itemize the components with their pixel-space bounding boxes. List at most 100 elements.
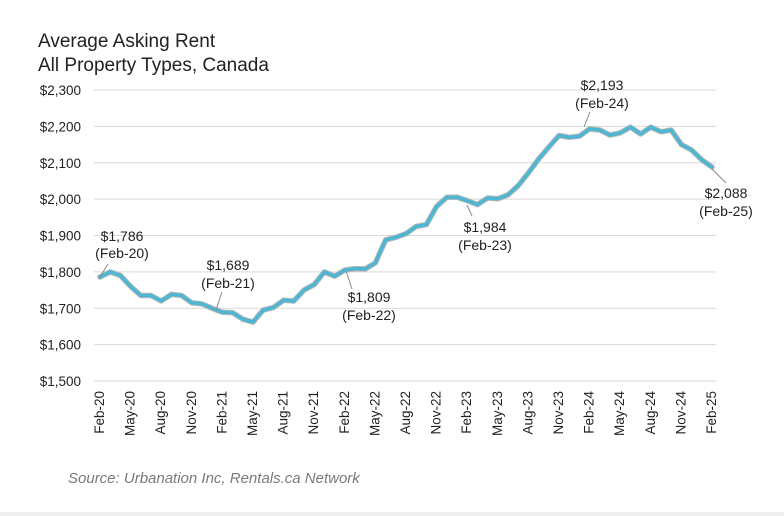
data-point bbox=[558, 134, 560, 137]
data-point bbox=[466, 199, 468, 202]
data-point bbox=[415, 225, 417, 228]
data-point bbox=[425, 223, 427, 226]
data-point bbox=[517, 185, 519, 187]
data-point bbox=[221, 311, 223, 313]
x-tick-label: Aug-22 bbox=[398, 391, 413, 435]
data-point bbox=[487, 197, 489, 199]
data-point bbox=[680, 143, 683, 146]
data-point bbox=[313, 284, 315, 286]
data-point bbox=[711, 166, 713, 168]
x-tick-label: Nov-23 bbox=[551, 391, 566, 435]
annotation-date: (Feb-25) bbox=[699, 203, 753, 219]
data-point bbox=[344, 269, 346, 271]
y-tick-label: $2,000 bbox=[40, 192, 81, 207]
data-point bbox=[374, 262, 376, 264]
data-point bbox=[160, 300, 162, 302]
data-point bbox=[436, 205, 438, 207]
x-tick-label: Aug-23 bbox=[520, 391, 535, 435]
x-tick-label: May-22 bbox=[367, 391, 382, 436]
data-point bbox=[446, 196, 448, 198]
y-tick-label: $1,600 bbox=[40, 338, 81, 353]
annotation-value: $2,088 bbox=[705, 185, 748, 201]
data-point bbox=[609, 134, 611, 136]
series-line-outline bbox=[97, 124, 715, 325]
annotation-date: (Feb-23) bbox=[458, 237, 512, 253]
data-point bbox=[191, 302, 193, 304]
data-point bbox=[170, 293, 172, 296]
y-tick-label: $1,700 bbox=[40, 301, 81, 316]
data-point bbox=[476, 203, 478, 206]
x-tick-label: Aug-24 bbox=[643, 391, 658, 435]
data-point bbox=[701, 159, 703, 161]
data-point bbox=[507, 194, 509, 196]
annotation-leader-line bbox=[215, 291, 223, 311]
data-point bbox=[211, 307, 213, 309]
data-point bbox=[140, 294, 142, 297]
x-tick-label: Nov-22 bbox=[429, 391, 444, 435]
y-tick-label: $2,100 bbox=[40, 156, 81, 171]
annotation-date: (Feb-21) bbox=[201, 275, 255, 291]
data-point bbox=[232, 312, 234, 314]
bottom-divider bbox=[0, 512, 784, 516]
x-tick-label: Nov-24 bbox=[673, 391, 688, 435]
data-point bbox=[538, 158, 540, 160]
annotation-value: $1,689 bbox=[207, 257, 250, 273]
y-tick-label: $2,200 bbox=[40, 119, 81, 134]
annotation-date: (Feb-20) bbox=[95, 245, 149, 261]
annotation-value: $1,786 bbox=[101, 228, 144, 244]
y-tick-label: $1,500 bbox=[40, 374, 81, 389]
data-point bbox=[385, 239, 387, 241]
data-point bbox=[497, 198, 499, 200]
x-tick-label: Feb-22 bbox=[337, 391, 352, 434]
annotation-leader-line bbox=[466, 204, 473, 217]
data-point bbox=[364, 268, 366, 270]
data-point bbox=[670, 129, 672, 131]
data-point bbox=[660, 131, 662, 133]
data-point bbox=[640, 133, 642, 135]
data-point bbox=[568, 136, 570, 138]
x-tick-label: Nov-21 bbox=[306, 391, 321, 435]
x-tick-label: Feb-25 bbox=[704, 391, 719, 434]
data-point bbox=[629, 126, 632, 128]
chart-title-line-2: All Property Types, Canada bbox=[38, 55, 269, 76]
data-point bbox=[201, 303, 203, 305]
annotation-leader-line bbox=[711, 168, 727, 184]
data-point bbox=[405, 233, 407, 235]
data-point bbox=[109, 271, 111, 273]
source-note: Source: Urbanation Inc, Rentals.ca Netwo… bbox=[68, 470, 360, 487]
data-point bbox=[303, 289, 305, 291]
chart-title: Average Asking Rent All Property Types, … bbox=[38, 30, 269, 78]
data-point bbox=[578, 135, 581, 137]
x-tick-label: May-23 bbox=[490, 391, 505, 436]
x-tick-label: Feb-24 bbox=[582, 391, 597, 434]
data-point bbox=[527, 172, 530, 174]
data-point bbox=[691, 149, 693, 151]
data-point bbox=[119, 274, 121, 277]
data-point bbox=[354, 268, 356, 270]
y-tick-label: $1,800 bbox=[40, 265, 81, 280]
x-tick-label: May-24 bbox=[612, 391, 627, 437]
data-point bbox=[589, 128, 591, 130]
y-tick-label: $2,300 bbox=[40, 83, 81, 98]
data-point bbox=[334, 275, 336, 277]
annotation-date: (Feb-24) bbox=[575, 95, 629, 111]
data-point bbox=[619, 132, 621, 134]
x-tick-label: Aug-21 bbox=[276, 391, 291, 435]
data-point bbox=[262, 309, 264, 311]
data-point bbox=[130, 285, 132, 288]
annotation-value: $1,984 bbox=[464, 219, 507, 235]
data-point bbox=[323, 271, 325, 273]
data-point bbox=[599, 129, 601, 131]
annotation-leader-line bbox=[583, 111, 591, 128]
data-point bbox=[456, 196, 458, 198]
data-point bbox=[150, 294, 152, 297]
x-tick-label: May-20 bbox=[123, 391, 138, 436]
data-point bbox=[293, 300, 295, 302]
data-point bbox=[650, 126, 652, 128]
chart-title-line-1: Average Asking Rent bbox=[38, 31, 216, 52]
x-tick-label: Nov-20 bbox=[184, 391, 199, 435]
data-point bbox=[395, 236, 397, 238]
data-point bbox=[272, 306, 274, 309]
data-point bbox=[548, 146, 550, 148]
